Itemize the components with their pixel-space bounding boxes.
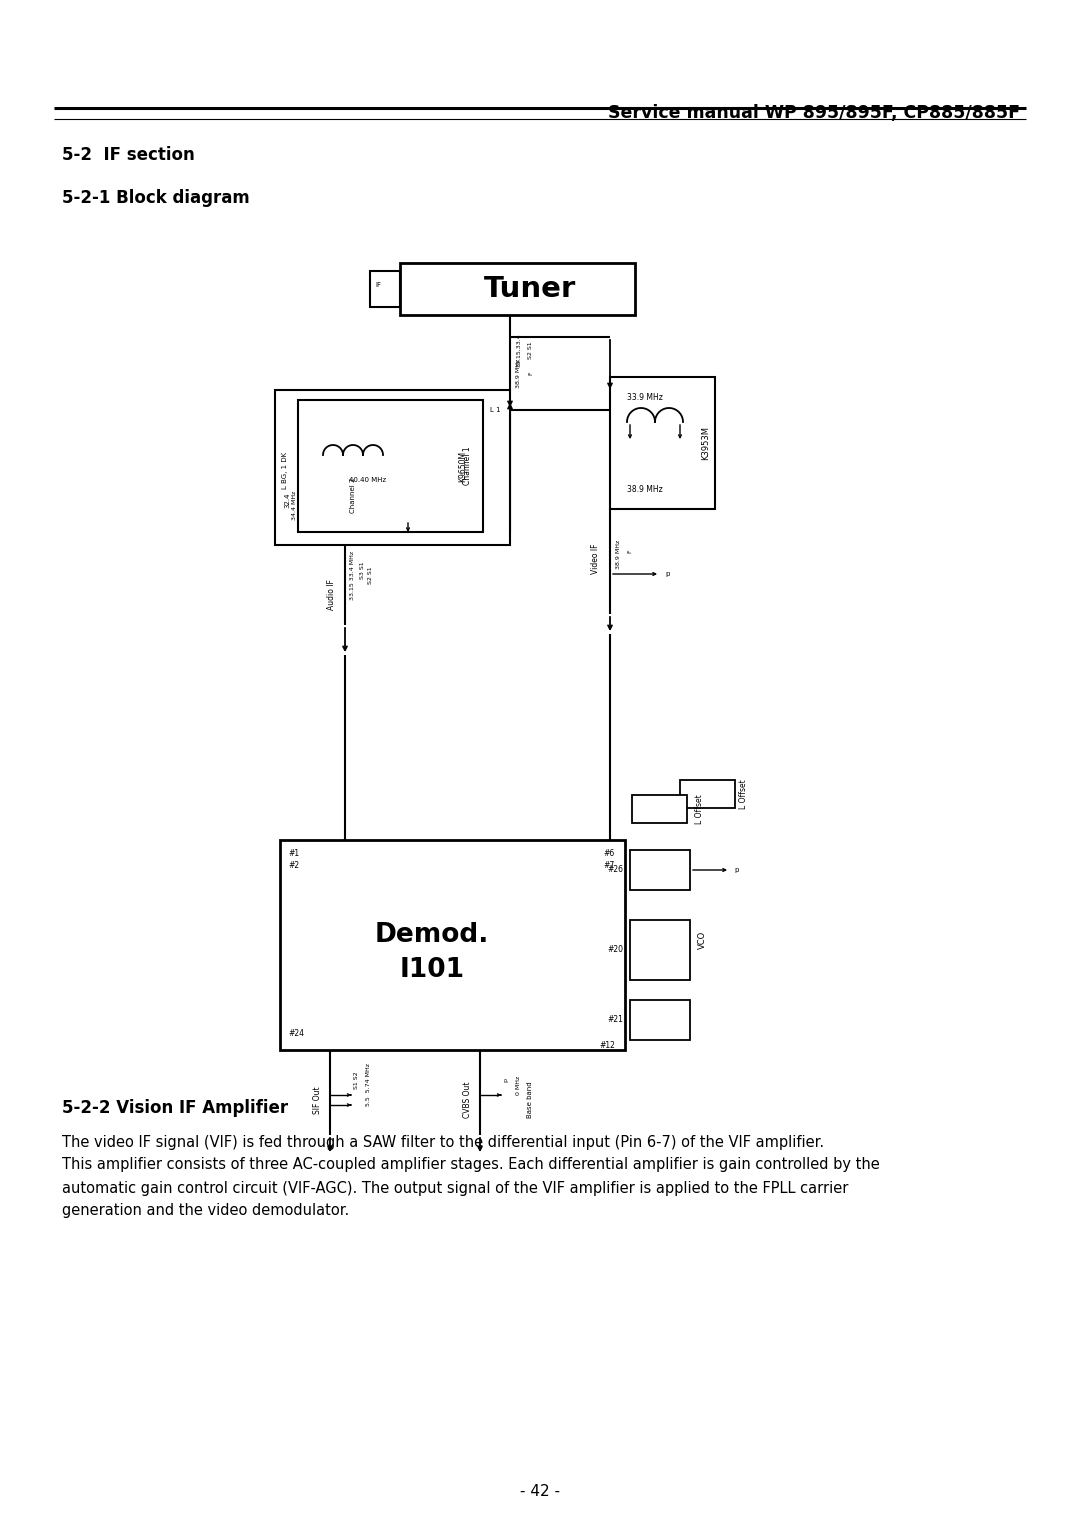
Text: Service manual WP 895/895F, CP885/885F: Service manual WP 895/895F, CP885/885F xyxy=(608,104,1020,122)
Text: K3953M: K3953M xyxy=(702,426,711,460)
Text: 40.40 MHz: 40.40 MHz xyxy=(350,477,387,483)
Text: 38.9 MHz: 38.9 MHz xyxy=(516,359,521,388)
Text: #12: #12 xyxy=(599,1041,615,1050)
Text: IF: IF xyxy=(375,283,381,287)
Text: 33.9 MHz: 33.9 MHz xyxy=(627,393,663,402)
Bar xyxy=(630,920,690,979)
Bar xyxy=(632,795,687,824)
Text: p: p xyxy=(734,866,739,872)
Text: p: p xyxy=(503,1077,509,1082)
Text: L 1: L 1 xyxy=(489,406,500,413)
Text: 5-2-2 Vision IF Amplifier: 5-2-2 Vision IF Amplifier xyxy=(62,1099,288,1117)
Text: 5-2-1 Block diagram: 5-2-1 Block diagram xyxy=(62,189,249,206)
Text: Audio IF: Audio IF xyxy=(326,579,336,611)
Text: 38.9 MHz: 38.9 MHz xyxy=(627,484,663,494)
Text: 34.4 MHz: 34.4 MHz xyxy=(293,490,297,520)
Text: S2 S1: S2 S1 xyxy=(367,567,373,584)
Text: CVBS Out: CVBS Out xyxy=(462,1082,472,1118)
Text: #26: #26 xyxy=(607,865,623,874)
Text: #6: #6 xyxy=(604,850,615,859)
Bar xyxy=(630,999,690,1041)
Text: p: p xyxy=(665,571,670,578)
Text: #21: #21 xyxy=(607,1016,623,1024)
Text: F: F xyxy=(627,549,633,553)
Text: #24: #24 xyxy=(288,1028,303,1038)
Text: S3 S1: S3 S1 xyxy=(361,561,365,579)
Text: - 42 -: - 42 - xyxy=(519,1485,561,1499)
Text: This amplifier consists of three AC-coupled amplifier stages. Each differential : This amplifier consists of three AC-coup… xyxy=(62,1158,880,1172)
Bar xyxy=(370,270,400,307)
Text: L Offset: L Offset xyxy=(694,795,703,824)
Text: The video IF signal (VIF) is fed through a SAW filter to the differential input : The video IF signal (VIF) is fed through… xyxy=(62,1134,824,1149)
Text: Tuner: Tuner xyxy=(484,275,576,303)
Text: L BG, 1 DK: L BG, 1 DK xyxy=(282,451,288,489)
Bar xyxy=(630,850,690,889)
Text: I101: I101 xyxy=(400,957,464,983)
Text: Demod.: Demod. xyxy=(375,921,489,947)
Text: #2: #2 xyxy=(288,862,299,871)
Text: #20: #20 xyxy=(607,946,623,955)
Text: automatic gain control circuit (VIF-AGC). The output signal of the VIF amplifier: automatic gain control circuit (VIF-AGC)… xyxy=(62,1181,849,1195)
Text: F: F xyxy=(528,371,534,374)
Bar xyxy=(280,840,625,1050)
Text: Video IF: Video IF xyxy=(592,544,600,575)
Text: 33.15,33.4: 33.15,33.4 xyxy=(516,333,521,367)
Text: 38.9 MHz: 38.9 MHz xyxy=(616,539,621,568)
Text: SIF Out: SIF Out xyxy=(312,1086,322,1114)
Bar xyxy=(610,377,715,509)
Text: S2 S1: S2 S1 xyxy=(528,341,534,359)
Bar xyxy=(275,390,510,545)
Text: 0 MHz: 0 MHz xyxy=(515,1076,521,1094)
Text: Base band: Base band xyxy=(527,1082,534,1118)
Bar xyxy=(298,400,483,532)
Text: K9650M: K9650M xyxy=(459,451,468,481)
Text: Channel 1: Channel 1 xyxy=(463,446,473,486)
Text: 33.15 33.4 MHz: 33.15 33.4 MHz xyxy=(351,550,355,599)
Text: 32.4: 32.4 xyxy=(284,492,291,507)
Text: VCO: VCO xyxy=(698,931,706,949)
Bar xyxy=(680,779,735,808)
Text: #1: #1 xyxy=(288,850,299,859)
Text: generation and the video demodulator.: generation and the video demodulator. xyxy=(62,1204,349,1218)
Text: S1 S2: S1 S2 xyxy=(353,1071,359,1089)
Text: 5-2  IF section: 5-2 IF section xyxy=(62,147,194,163)
Bar xyxy=(400,263,635,315)
Text: L Offset: L Offset xyxy=(739,779,747,808)
Text: #7: #7 xyxy=(604,862,615,871)
Text: Channel 2: Channel 2 xyxy=(350,477,356,513)
Text: 5.5  5.74 MHz: 5.5 5.74 MHz xyxy=(365,1063,370,1106)
